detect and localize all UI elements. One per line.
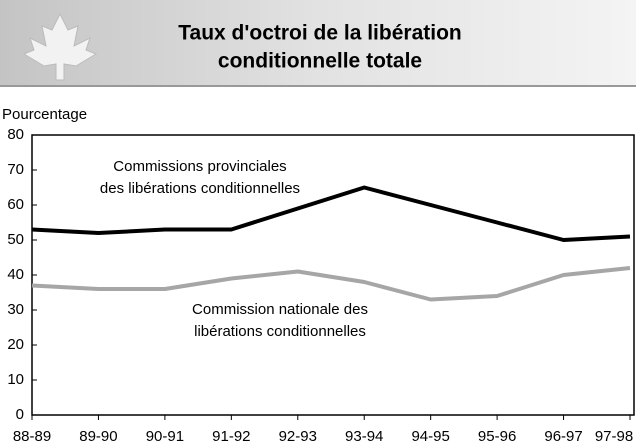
x-tick-label: 90-91 <box>146 428 184 445</box>
y-tick-label: 20 <box>7 336 24 353</box>
series-label: Commission nationale des <box>192 301 368 318</box>
y-tick-label: 0 <box>16 406 24 423</box>
series-label: libérations conditionnelles <box>194 323 366 340</box>
y-tick-label: 30 <box>7 301 24 318</box>
chart-title: Taux d'octroi de la libération <box>178 22 461 45</box>
y-tick-label: 40 <box>7 266 24 283</box>
x-tick-label: 91-92 <box>212 428 250 445</box>
series-label: des libérations conditionnelles <box>100 180 300 197</box>
y-axis-label: Pourcentage <box>2 106 87 123</box>
x-tick-label: 96-97 <box>544 428 582 445</box>
x-tick-label: 95-96 <box>478 428 516 445</box>
y-tick-label: 70 <box>7 161 24 178</box>
y-tick-label: 50 <box>7 231 24 248</box>
y-tick-label: 10 <box>7 371 24 388</box>
x-tick-label: 88-89 <box>13 428 51 445</box>
logo <box>22 12 98 81</box>
header-banner <box>0 0 636 86</box>
x-tick-label: 94-95 <box>411 428 449 445</box>
x-tick-label: 89-90 <box>79 428 117 445</box>
series-line <box>31 185 631 242</box>
y-tick-label: 80 <box>7 126 24 143</box>
series-line <box>31 266 631 302</box>
x-tick-label: 93-94 <box>345 428 383 445</box>
series-label: Commissions provinciales <box>113 158 286 175</box>
plot-frame <box>31 134 635 416</box>
y-tick-label: 60 <box>7 196 24 213</box>
chart-title: conditionnelle totale <box>218 50 422 73</box>
x-tick-label: 92-93 <box>279 428 317 445</box>
x-tick-label: 97-98 <box>595 428 633 445</box>
